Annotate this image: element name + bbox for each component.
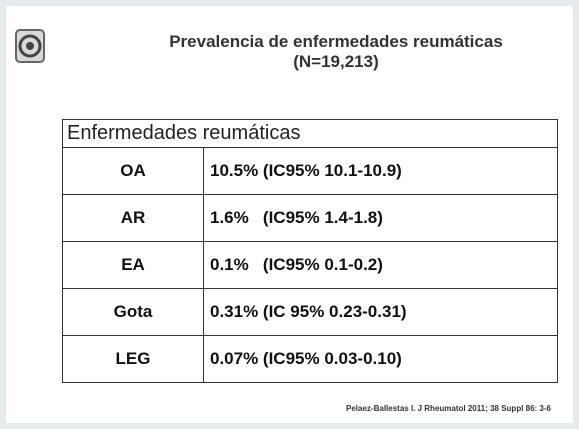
table: Enfermedades reumáticas OA 10.5% (IC95% 1… xyxy=(62,119,558,383)
logo xyxy=(15,29,45,63)
prevalence-cell: 1.6% (IC95% 1.4-1.8) xyxy=(203,194,558,242)
title: Prevalencia de enfermedades reumáticas xyxy=(169,32,503,51)
disease-cell: OA xyxy=(62,147,204,195)
table-row: EA 0.1% (IC95% 0.1-0.2) xyxy=(62,241,558,289)
slide: Prevalencia de enfermedades reumáticas (… xyxy=(6,6,573,423)
disease-cell: LEG xyxy=(62,335,204,383)
disease-cell: AR xyxy=(62,194,204,242)
prevalence-cell: 10.5% (IC95% 10.1-10.9) xyxy=(203,147,558,195)
prevalence-cell: 0.07% (IC95% 0.03-0.10) xyxy=(203,335,558,383)
disease-cell: EA xyxy=(62,241,204,289)
prevalence-cell: 0.31% (IC 95% 0.23-0.31) xyxy=(203,288,558,336)
table-header: Enfermedades reumáticas xyxy=(62,119,558,148)
prevalence-cell: 0.1% (IC95% 0.1-0.2) xyxy=(203,241,558,289)
table-row: LEG 0.07% (IC95% 0.03-0.10) xyxy=(62,335,558,383)
citation: Pelaez-Ballestas I. J Rheumatol 2011; 38… xyxy=(346,404,551,413)
disease-cell: Gota xyxy=(62,288,204,336)
table-row: AR 1.6% (IC95% 1.4-1.8) xyxy=(62,194,558,242)
subtitle: (N=19,213) xyxy=(293,52,379,71)
table-row: Gota 0.31% (IC 95% 0.23-0.31) xyxy=(62,288,558,336)
table-row: OA 10.5% (IC95% 10.1-10.9) xyxy=(62,147,558,195)
